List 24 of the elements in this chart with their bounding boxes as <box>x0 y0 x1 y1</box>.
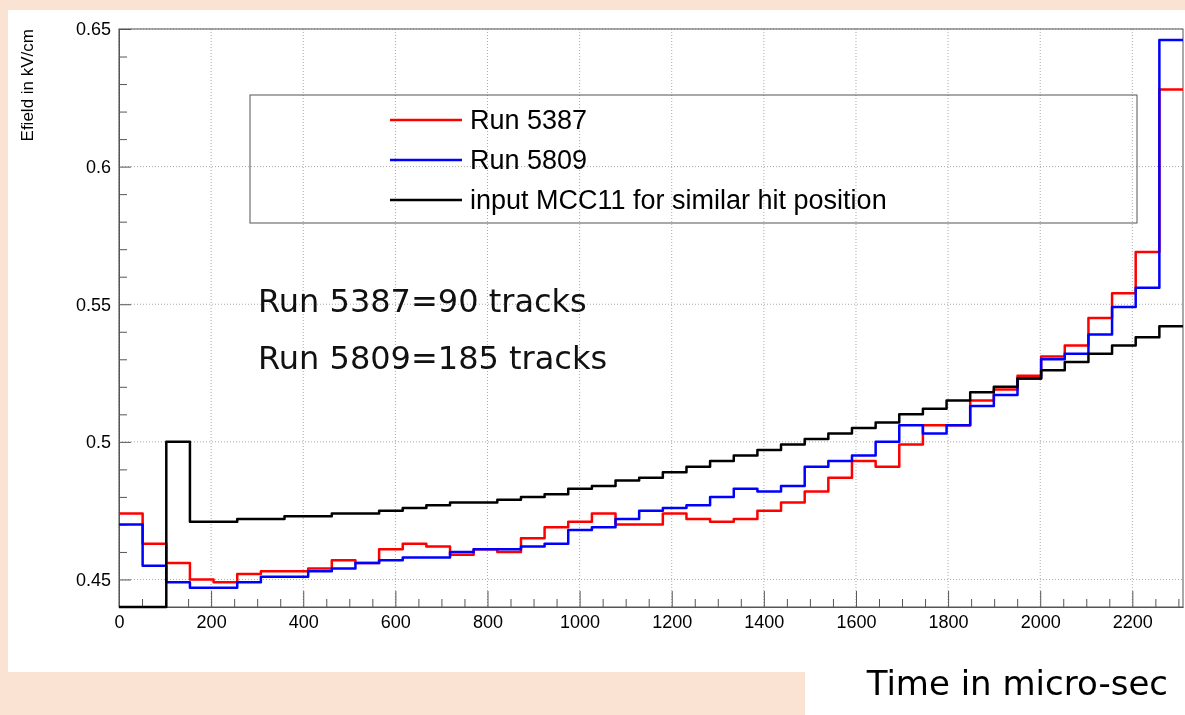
x-tick-label: 1600 <box>836 611 877 632</box>
x-tick-label: 600 <box>380 611 411 632</box>
y-tick-label: 0.45 <box>75 569 111 590</box>
x-tick-label: 800 <box>472 611 504 632</box>
x-tick-label: 1000 <box>560 611 601 632</box>
annotation: Run 5809=185 tracks <box>258 339 608 377</box>
y-tick-label: 0.55 <box>75 294 111 315</box>
annotation: Run 5387=90 tracks <box>258 282 587 320</box>
y-tick-label: 0.6 <box>85 156 111 177</box>
y-tick-label: 0.5 <box>85 432 111 453</box>
x-tick-label: 400 <box>288 611 319 632</box>
legend-label: Run 5809 <box>470 145 588 175</box>
x-tick-label: 2000 <box>1020 611 1061 632</box>
legend-label: Run 5387 <box>470 105 588 135</box>
y-tick-label: 0.65 <box>75 19 111 40</box>
x-tick-label: 1400 <box>744 611 785 632</box>
x-axis-title: Time in micro-sec <box>865 663 1168 703</box>
y-axis-title: Efield in kV/cm <box>18 29 37 142</box>
x-tick-label: 0 <box>114 611 125 632</box>
x-tick-label: 200 <box>196 611 227 632</box>
x-tick-label: 1200 <box>652 611 693 632</box>
legend-label: input MCC11 for similar hit position <box>470 185 887 215</box>
x-tick-label: 1800 <box>928 611 969 632</box>
x-tick-label: 2200 <box>1112 611 1153 632</box>
